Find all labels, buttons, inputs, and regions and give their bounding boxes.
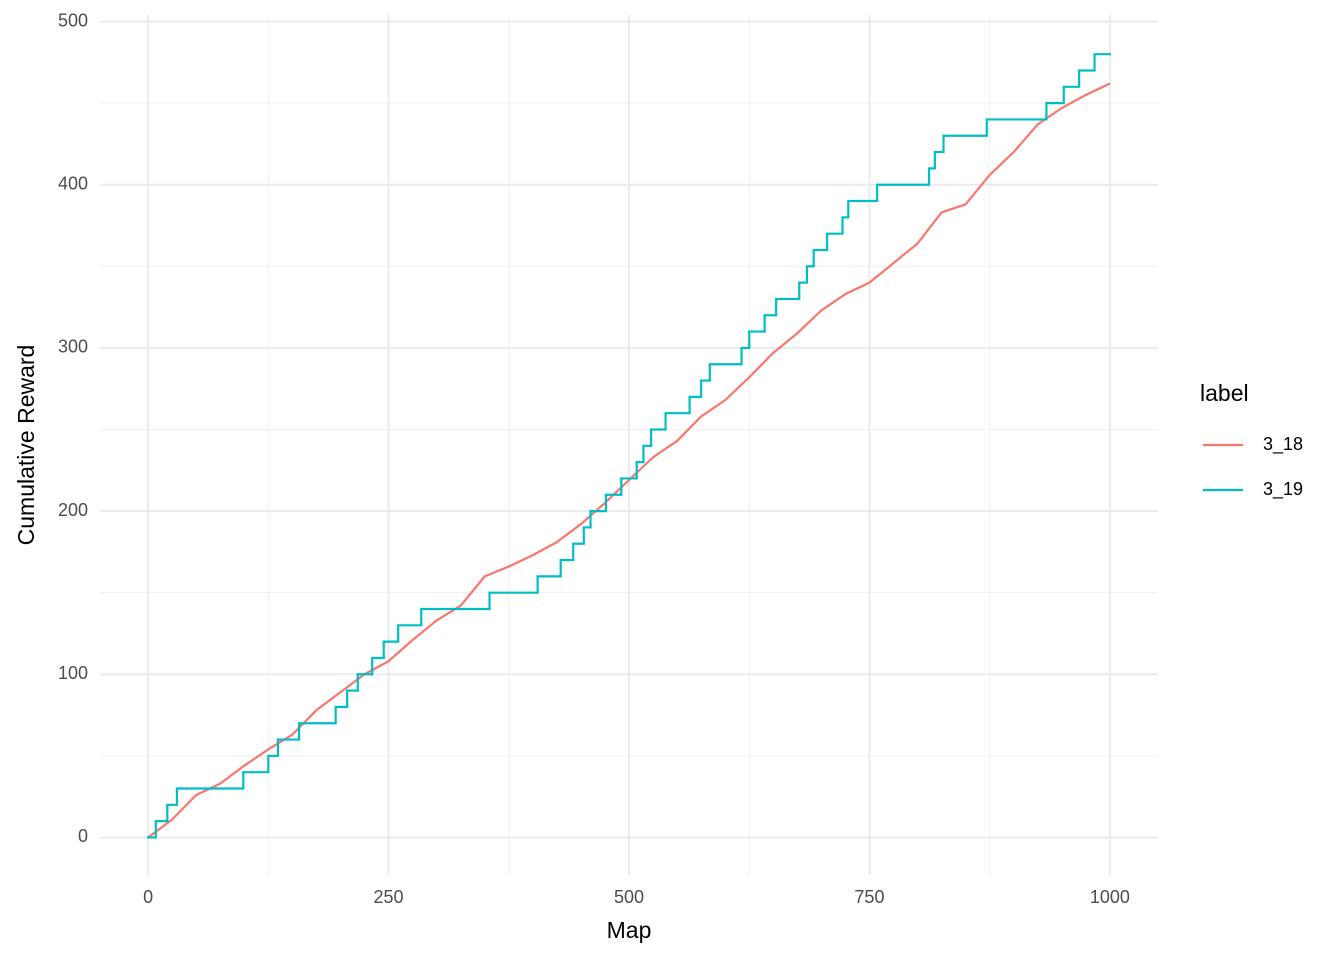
- y-tick-label: 300: [58, 337, 88, 357]
- y-tick-label: 200: [58, 500, 88, 520]
- legend-label: 3_19: [1263, 479, 1303, 500]
- x-tick-label: 0: [143, 887, 153, 907]
- x-axis-title: Map: [607, 917, 652, 943]
- legend-title: label: [1200, 380, 1249, 406]
- y-tick-label: 100: [58, 663, 88, 683]
- y-tick-label: 400: [58, 173, 88, 193]
- x-tick-label: 750: [854, 887, 884, 907]
- series-line: [147, 82, 1111, 839]
- x-tick-label: 1000: [1090, 887, 1130, 907]
- y-axis-title: Cumulative Reward: [13, 345, 39, 546]
- legend-label: 3_18: [1263, 434, 1303, 455]
- y-tick-label: 500: [58, 10, 88, 30]
- x-tick-label: 250: [374, 887, 404, 907]
- x-tick-label: 500: [614, 887, 644, 907]
- y-tick-label: 0: [78, 826, 88, 846]
